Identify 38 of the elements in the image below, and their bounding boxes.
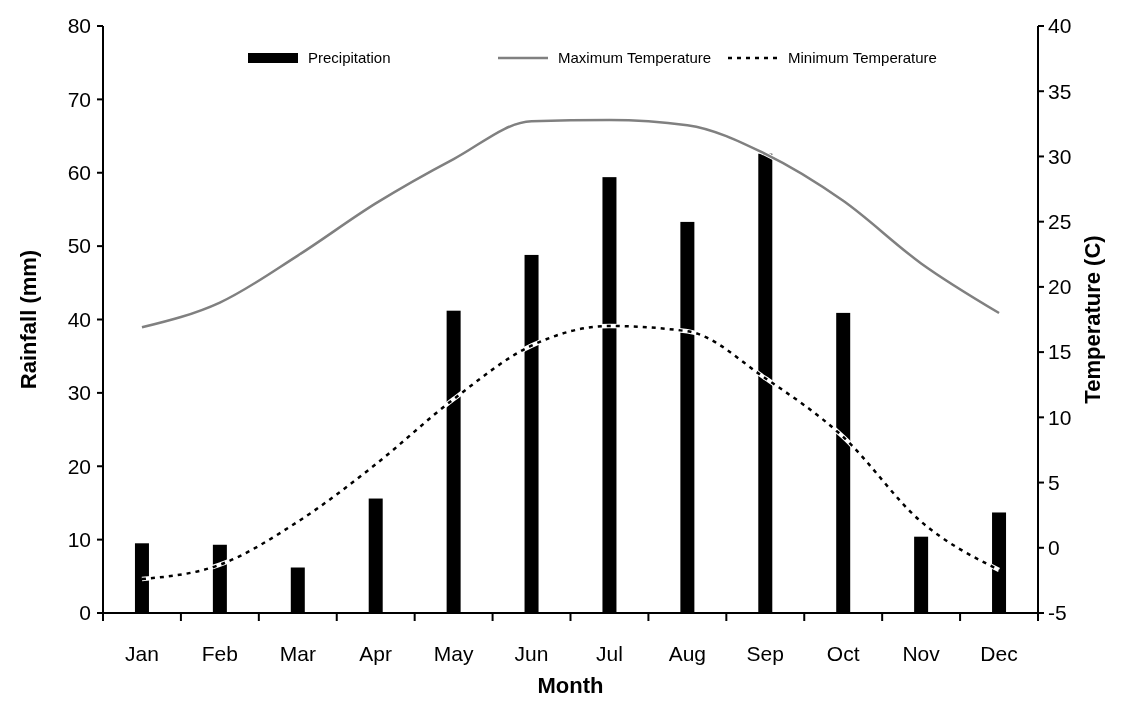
y2-tick-label: 35 — [1048, 79, 1072, 103]
x-tick-label: Nov — [902, 642, 941, 665]
x-tick-label: Oct — [826, 642, 860, 665]
legend-label: Precipitation — [308, 49, 391, 67]
x-tick-label: Feb — [201, 642, 238, 665]
y-tick-label: 30 — [67, 381, 91, 405]
y2-axis-title: Temperature (C) — [1080, 235, 1105, 404]
y2-tick-label: 40 — [1048, 14, 1072, 38]
y2-tick-label: 20 — [1048, 275, 1072, 299]
y2-tick-label: 15 — [1048, 340, 1072, 364]
y-tick-label: 50 — [67, 234, 91, 258]
x-tick-label: Sep — [746, 642, 784, 665]
y-tick-label: 60 — [67, 161, 91, 185]
y2-tick-label: 30 — [1048, 144, 1072, 168]
legend-label: Maximum Temperature — [558, 49, 712, 67]
y-tick-label: 0 — [79, 601, 91, 625]
x-tick-label: Apr — [359, 642, 393, 665]
x-tick-label: May — [433, 642, 474, 665]
y-tick-label: 80 — [67, 14, 91, 38]
line-series — [139, 117, 1002, 330]
y2-tick-label: 0 — [1048, 536, 1060, 560]
y-axis-title: Rainfall (mm) — [16, 249, 41, 390]
y-tick-label: 40 — [67, 307, 91, 331]
x-tick-label: Jun — [514, 642, 549, 665]
x-tick-label: Aug — [668, 642, 707, 665]
x-tick-label: Mar — [279, 642, 316, 665]
x-axis-title: Month — [537, 673, 604, 698]
x-tick-label: Jul — [596, 642, 623, 665]
y-tick-label: 10 — [67, 527, 91, 551]
x-tick-label: Jan — [125, 642, 159, 665]
y2-tick-label: -5 — [1048, 601, 1067, 625]
y-tick-label: 20 — [67, 454, 91, 478]
x-tick-label: Dec — [980, 642, 1018, 665]
y2-tick-label: 5 — [1048, 470, 1060, 494]
y2-tick-label: 10 — [1048, 405, 1072, 429]
y2-tick-label: 25 — [1048, 210, 1072, 234]
y-tick-label: 70 — [67, 87, 91, 111]
legend-label: Minimum Temperature — [788, 49, 937, 67]
